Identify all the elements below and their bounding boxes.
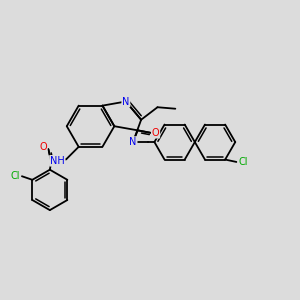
Text: N: N [122,97,130,106]
Text: N: N [129,137,137,147]
Text: O: O [152,128,159,138]
Text: Cl: Cl [238,157,248,167]
Text: O: O [39,142,47,152]
Text: Cl: Cl [11,171,20,181]
Text: NH: NH [50,156,65,166]
